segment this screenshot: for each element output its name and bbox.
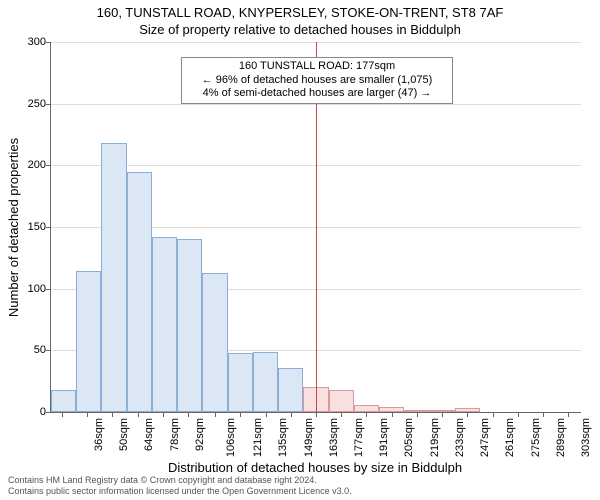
x-tick [493, 412, 494, 417]
footer-line2: Contains public sector information licen… [8, 486, 352, 496]
chart-title-line1: 160, TUNSTALL ROAD, KNYPERSLEY, STOKE-ON… [0, 5, 600, 20]
x-tick [163, 412, 164, 417]
x-tick [366, 412, 367, 417]
x-tick-label: 233sqm [454, 418, 466, 457]
x-tick [417, 412, 418, 417]
x-tick-label: 163sqm [328, 418, 340, 457]
y-tick-label: 0 [40, 406, 46, 418]
histogram-bar [354, 405, 379, 412]
x-tick-label: 92sqm [194, 418, 206, 451]
x-tick [266, 412, 267, 417]
histogram-bar [152, 237, 177, 412]
x-tick-label: 247sqm [479, 418, 491, 457]
histogram-bar [51, 390, 76, 412]
x-tick [392, 412, 393, 417]
x-tick [240, 412, 241, 417]
x-tick [467, 412, 468, 417]
x-tick-label: 191sqm [378, 418, 390, 457]
x-tick-label: 106sqm [225, 418, 237, 457]
x-tick [442, 412, 443, 417]
annotation-line2: ← 96% of detached houses are smaller (1,… [188, 74, 446, 88]
x-tick-label: 36sqm [93, 418, 105, 451]
y-axis-label-wrap: Number of detached properties [6, 42, 22, 412]
histogram-bar [76, 271, 101, 412]
y-axis-label: Number of detached properties [7, 137, 22, 316]
histogram-bar [228, 353, 253, 412]
x-tick-label: 205sqm [404, 418, 416, 457]
x-tick-label: 50sqm [118, 418, 130, 451]
y-tick-label: 250 [28, 98, 46, 110]
y-tick [46, 289, 51, 290]
histogram-bar [253, 352, 278, 412]
y-tick [46, 412, 51, 413]
x-tick-label: 78sqm [169, 418, 181, 451]
chart-container: 160, TUNSTALL ROAD, KNYPERSLEY, STOKE-ON… [0, 0, 600, 500]
histogram-bar [202, 273, 227, 412]
annotation-line3: 4% of semi-detached houses are larger (4… [188, 87, 446, 101]
y-tick [46, 350, 51, 351]
x-tick-label: 149sqm [303, 418, 315, 457]
y-tick [46, 165, 51, 166]
x-tick-label: 261sqm [505, 418, 517, 457]
x-tick-label: 135sqm [277, 418, 289, 457]
histogram-bar [127, 172, 152, 413]
y-tick-label: 100 [28, 283, 46, 295]
x-tick-label: 289sqm [555, 418, 567, 457]
y-tick-label: 150 [28, 221, 46, 233]
x-axis-label: Distribution of detached houses by size … [50, 460, 580, 475]
annotation-line1: 160 TUNSTALL ROAD: 177sqm [188, 60, 446, 74]
y-tick [46, 42, 51, 43]
x-tick-label: 303sqm [580, 418, 592, 457]
annotation-box: 160 TUNSTALL ROAD: 177sqm← 96% of detach… [181, 57, 453, 104]
x-tick [215, 412, 216, 417]
x-tick-label: 121sqm [252, 418, 264, 457]
y-tick-label: 50 [34, 344, 46, 356]
histogram-bar [177, 239, 202, 412]
x-tick-label: 275sqm [530, 418, 542, 457]
x-tick [543, 412, 544, 417]
x-tick-label: 219sqm [429, 418, 441, 457]
y-tick [46, 104, 51, 105]
y-tick [46, 227, 51, 228]
y-tick-label: 300 [28, 36, 46, 48]
chart-title-line2: Size of property relative to detached ho… [0, 22, 600, 37]
x-tick [341, 412, 342, 417]
x-tick-label: 177sqm [353, 418, 365, 457]
x-tick [568, 412, 569, 417]
x-tick-label: 64sqm [143, 418, 155, 451]
x-tick [518, 412, 519, 417]
histogram-bar [101, 143, 126, 412]
plot-area: 05010015020025030036sqm50sqm64sqm78sqm92… [50, 42, 581, 413]
x-tick [112, 412, 113, 417]
x-tick [87, 412, 88, 417]
x-tick [138, 412, 139, 417]
histogram-bar [278, 368, 303, 412]
footer: Contains HM Land Registry data © Crown c… [8, 475, 352, 496]
x-tick [188, 412, 189, 417]
x-tick [316, 412, 317, 417]
x-tick [291, 412, 292, 417]
footer-line1: Contains HM Land Registry data © Crown c… [8, 475, 352, 485]
y-tick-label: 200 [28, 159, 46, 171]
x-tick [62, 412, 63, 417]
histogram-bar [329, 390, 354, 412]
